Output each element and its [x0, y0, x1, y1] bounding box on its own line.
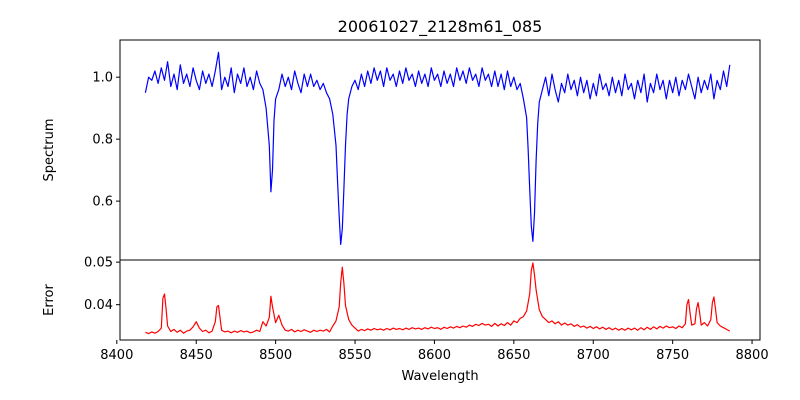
error-x-tick-label: 8400	[100, 348, 133, 363]
error-x-tick-label: 8750	[656, 348, 689, 363]
error-x-tick-label: 8600	[418, 348, 451, 363]
spectrum-y-tick-label: 1.0	[92, 71, 113, 86]
error-x-tick-label: 8550	[338, 348, 371, 363]
error-x-ticks: 8400 8450 8500 8550 8600 8650 8700 8750 8800	[100, 340, 769, 363]
error-axes-frame	[119, 259, 761, 341]
spectrum-y-tick-label: 0.8	[92, 133, 113, 148]
spectrum-y-label: Spectrum	[42, 119, 57, 182]
error-series-group	[145, 262, 731, 335]
error-panel: 0.04 0.05 8400 8450 8500 8550 8600 8650 8700 875…	[42, 256, 769, 363]
spectrum-series-line	[144, 51, 731, 246]
error-y-ticks: 0.04 0.05	[84, 256, 120, 313]
spectrum-y-tick-label: 0.6	[92, 195, 113, 210]
error-x-tick-label: 8500	[259, 348, 292, 363]
chart-title: 20061027_2128m61_085	[338, 17, 543, 37]
error-x-tick-label: 8800	[736, 348, 769, 363]
error-y-tick-label: 0.04	[84, 298, 113, 313]
spectrum-series-group	[144, 51, 731, 246]
spectrum-y-ticks: 0.6 0.8 1.0	[92, 71, 120, 210]
x-axis-label: Wavelength	[401, 369, 478, 384]
error-y-tick-label: 0.05	[84, 256, 113, 271]
error-x-tick-label: 8650	[497, 348, 530, 363]
error-x-tick-label: 8450	[180, 348, 213, 363]
error-series-line	[145, 262, 731, 335]
error-x-tick-label: 8700	[577, 348, 610, 363]
error-y-label: Error	[42, 284, 57, 316]
